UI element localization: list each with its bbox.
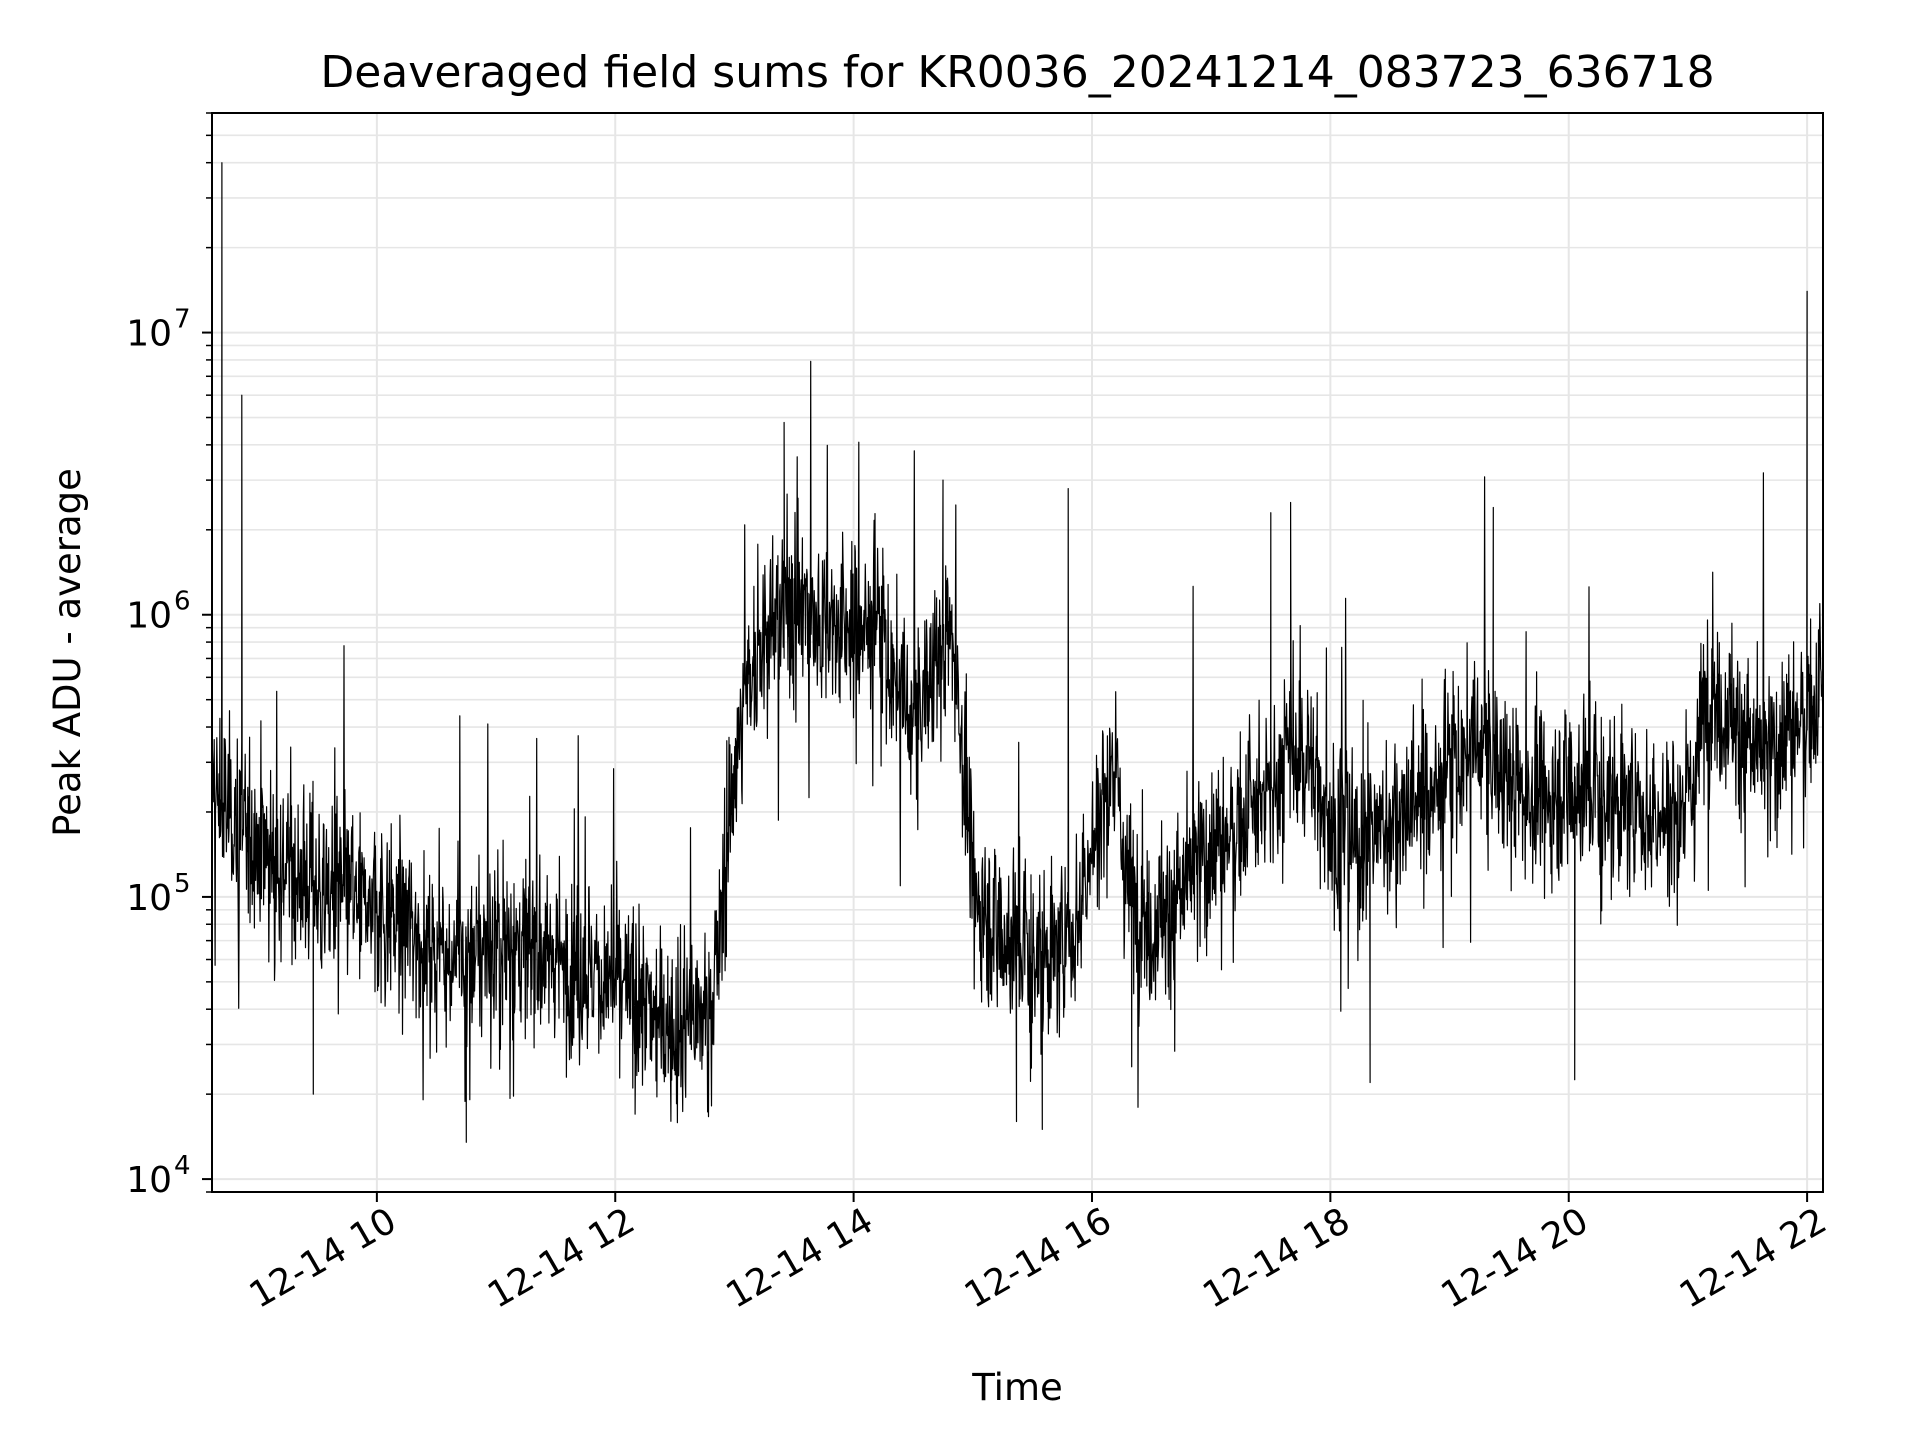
y-tick-exponent: 4	[174, 1151, 191, 1181]
series-path	[211, 162, 1824, 1143]
x-axis-label: Time	[971, 1366, 1063, 1409]
series-line	[211, 162, 1824, 1143]
chart-title: Deaveraged field sums for KR0036_2024121…	[320, 47, 1714, 98]
y-axis-label: Peak ADU - average	[46, 468, 89, 837]
y-tick-label: 10	[126, 1160, 172, 1201]
y-tick-exponent: 6	[174, 587, 191, 617]
y-tick-exponent: 7	[174, 305, 191, 335]
y-tick-label: 10	[126, 596, 172, 637]
plot-frame	[211, 112, 1824, 1193]
y-tick-exponent: 5	[174, 869, 191, 899]
y-tick-label: 10	[126, 878, 172, 919]
y-tick-label: 10	[126, 314, 172, 355]
